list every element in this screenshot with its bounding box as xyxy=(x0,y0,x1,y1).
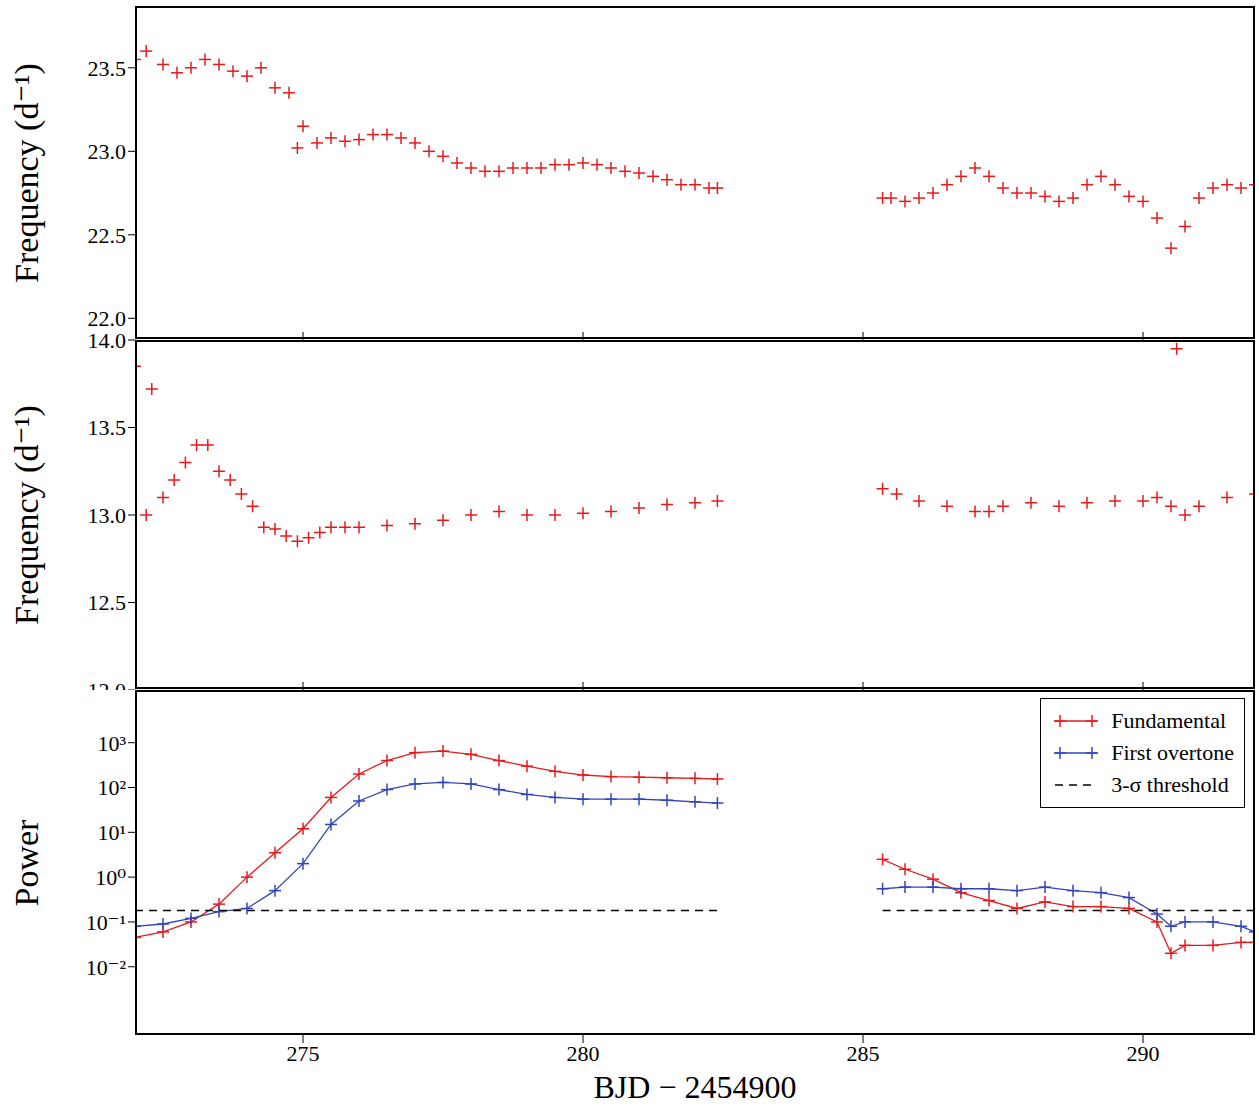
svg-text:22.0: 22.0 xyxy=(87,306,126,332)
svg-text:22.5: 22.5 xyxy=(88,223,127,248)
html-text:Frequency (d⁻¹): Frequency (d⁻¹) xyxy=(7,404,44,625)
svg-text:12.0: 12.0 xyxy=(88,678,127,690)
svg-text:290: 290 xyxy=(1127,1041,1160,1066)
svg-text:13.5: 13.5 xyxy=(88,415,127,440)
html-text:Power: Power xyxy=(7,819,44,906)
svg-text:10⁻¹: 10⁻¹ xyxy=(86,910,126,935)
svg-text:10¹: 10¹ xyxy=(97,820,126,845)
svg-text:13.0: 13.0 xyxy=(88,503,127,528)
svg-text:280: 280 xyxy=(567,1041,600,1066)
svg-text:275: 275 xyxy=(287,1041,320,1066)
svg-text:10⁻²: 10⁻² xyxy=(86,955,127,980)
svg-text:285: 285 xyxy=(847,1041,880,1066)
svg-text:10³: 10³ xyxy=(97,731,126,756)
html-text:Frequency (d⁻¹): Frequency (d⁻¹) xyxy=(7,62,44,283)
svg-text:10⁰: 10⁰ xyxy=(95,865,126,890)
svg-text:23.0: 23.0 xyxy=(88,139,127,164)
html-text:Fundamental: Fundamental xyxy=(1111,708,1226,733)
html-text:3-σ threshold: 3-σ threshold xyxy=(1111,772,1229,797)
svg-text:23.5: 23.5 xyxy=(88,56,127,81)
html-text:First overtone: First overtone xyxy=(1111,740,1234,765)
svg-text:10²: 10² xyxy=(97,775,126,800)
html-text:BJD − 2454900: BJD − 2454900 xyxy=(593,1069,797,1105)
svg-text:12.5: 12.5 xyxy=(88,590,127,615)
svg-text:14.0: 14.0 xyxy=(88,328,127,353)
